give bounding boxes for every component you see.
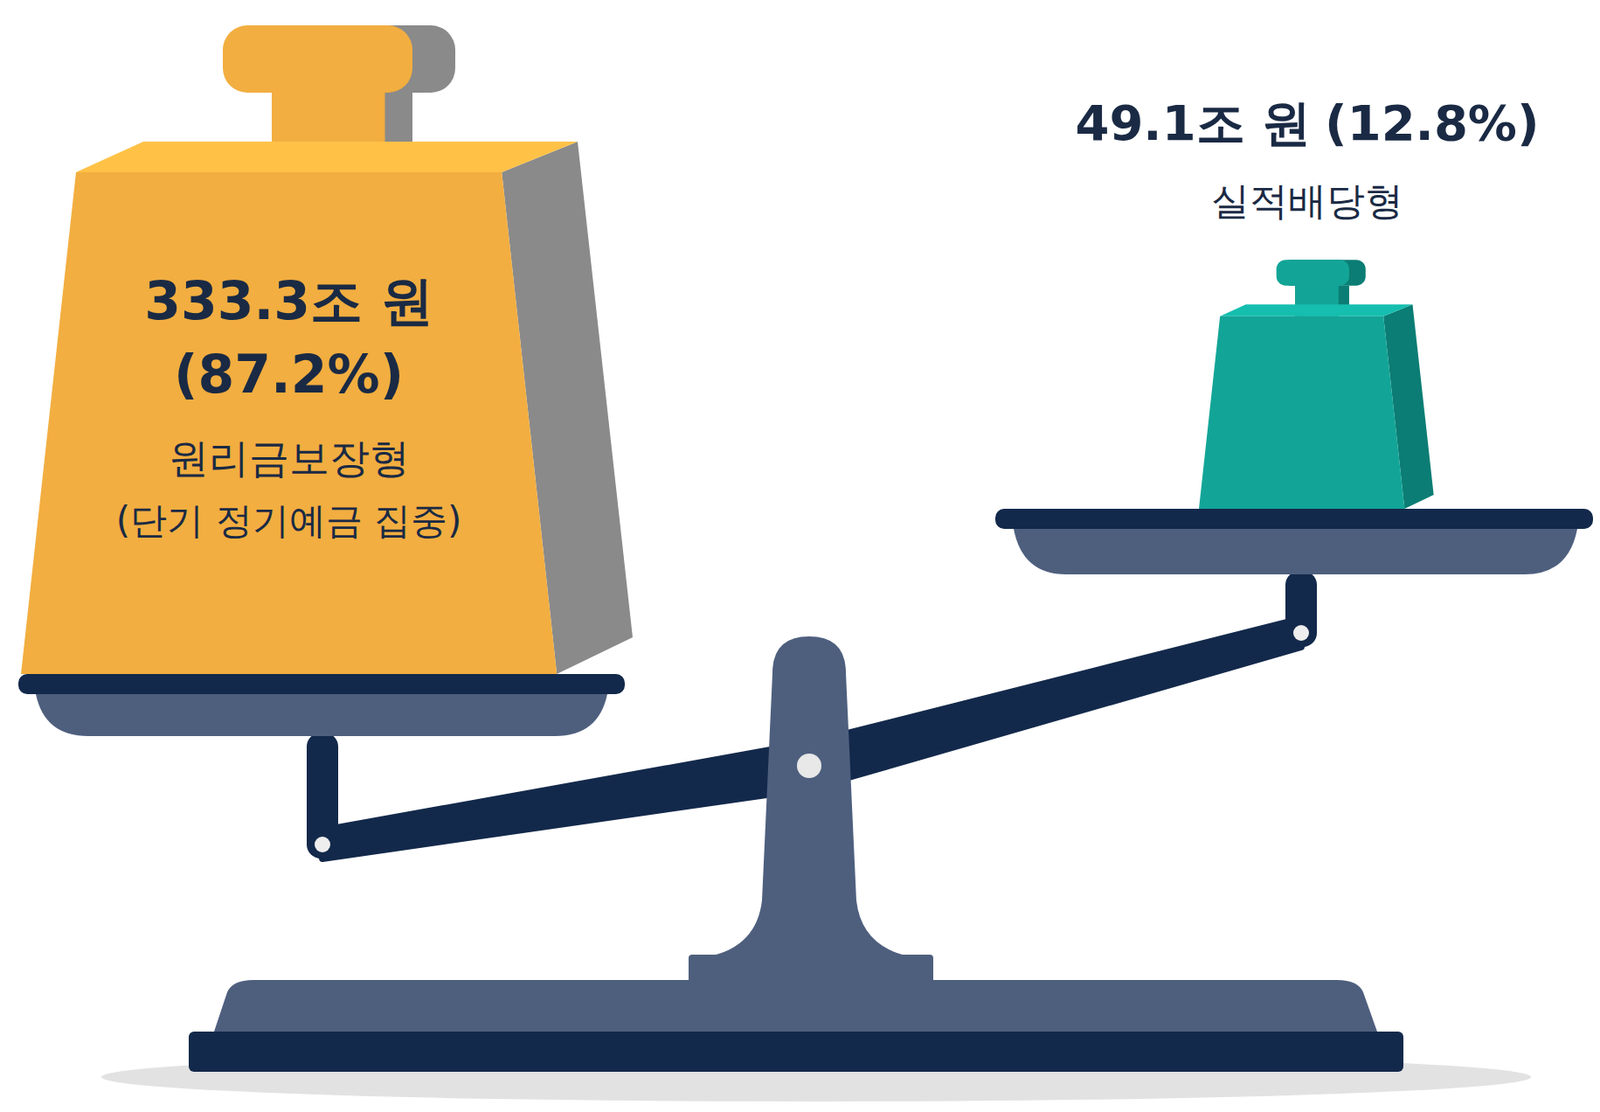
pan-dish <box>1013 528 1578 575</box>
value-label: 49.1조 원 <box>1074 94 1311 152</box>
hanger <box>306 732 339 859</box>
pan-bar <box>995 508 1594 529</box>
share-label: (87.2%) <box>173 343 404 405</box>
category-label: 원리금보장형 <box>168 434 410 482</box>
value-share-label: 49.1조 원(12.8%) <box>1074 94 1539 152</box>
category-label: 실적배당형 <box>1211 178 1404 223</box>
canvas: 333.3조 원 (87.2%) 원리금보장형 (단기 정기예금 집중) 49.1조 원… <box>0 0 1600 1112</box>
weight <box>20 25 633 674</box>
base-plate <box>188 1031 1404 1072</box>
weight-front <box>1198 316 1405 509</box>
pedestal <box>688 954 934 984</box>
pan-bar <box>18 673 625 694</box>
hanger <box>1285 570 1317 647</box>
value-label: 333.3조 원 <box>144 270 434 332</box>
pin-ring <box>1287 618 1316 647</box>
base <box>214 979 1378 1032</box>
category-note: (단기 정기예금 집중) <box>116 498 462 542</box>
weight-top <box>76 141 578 173</box>
pivot <box>796 753 822 778</box>
weights <box>20 25 1434 674</box>
pin <box>1293 624 1310 641</box>
weight-top <box>1219 304 1413 316</box>
pan-dish <box>35 693 608 736</box>
labels: 333.3조 원 (87.2%) 원리금보장형 (단기 정기예금 집중) 49.1조 원… <box>116 94 1540 542</box>
weight-knob <box>1276 259 1350 286</box>
weight <box>1198 259 1434 509</box>
pin <box>314 836 331 852</box>
pin-ring <box>308 830 337 859</box>
weight-knob <box>222 25 413 93</box>
share-label: (12.8%) <box>1324 94 1539 152</box>
weight-front <box>20 172 557 674</box>
pillar <box>709 636 909 956</box>
